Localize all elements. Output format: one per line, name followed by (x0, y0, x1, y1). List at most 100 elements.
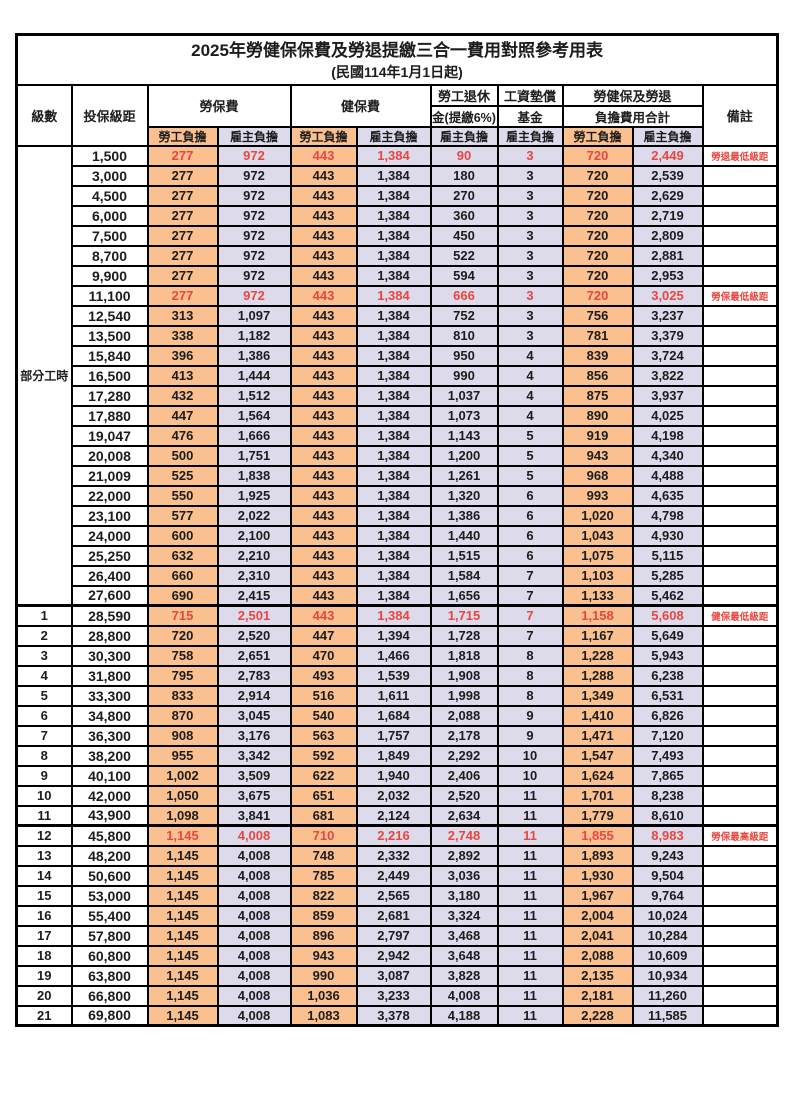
table-row: 27,600 690 2,415 443 1,384 1,656 7 1,133 5,462 (17, 584, 779, 607)
header-wage-fund-line2: 基金 (496, 104, 564, 128)
labor-worker-cell: 277 (146, 164, 219, 187)
fund-employer-cell: 10 (496, 764, 564, 787)
total-worker-cell: 1,020 (561, 504, 634, 527)
pension-employer-cell: 3,324 (429, 904, 499, 927)
remark-cell (701, 324, 779, 347)
table-row: 5 33,300 833 2,914 516 1,611 1,998 8 1,349 6,531 (15, 684, 779, 707)
subheader-fund-employer: 雇主負擔 (496, 125, 564, 147)
fund-employer-cell: 11 (496, 944, 564, 967)
table-row: 17,280 432 1,512 443 1,384 1,037 4 875 3,937 (17, 384, 779, 407)
header-wage-fund-line1: 工資墊償 (496, 83, 564, 107)
bracket-cell: 6,000 (70, 204, 149, 227)
total-worker-cell: 1,893 (561, 844, 634, 867)
health-employer-cell: 1,384 (355, 564, 432, 587)
total-worker-cell: 968 (561, 464, 634, 487)
labor-worker-cell: 908 (146, 724, 219, 747)
table-row: 14 50,600 1,145 4,008 785 2,449 3,036 11 1,930 9,… (15, 864, 779, 887)
table-row: 16 55,400 1,145 4,008 859 2,681 3,324 11 2,004 10… (15, 904, 779, 927)
health-employer-cell: 3,087 (355, 964, 432, 987)
total-worker-cell: 2,135 (561, 964, 634, 987)
bracket-cell: 57,800 (70, 924, 149, 947)
remark-cell (701, 884, 779, 907)
remark-cell (701, 224, 779, 247)
fund-employer-cell: 3 (496, 264, 564, 287)
pension-employer-cell: 666 (429, 284, 499, 307)
health-employer-cell: 1,384 (355, 384, 432, 407)
total-employer-cell: 9,764 (631, 884, 704, 907)
bracket-cell: 48,200 (70, 844, 149, 867)
table-row: 15 53,000 1,145 4,008 822 2,565 3,180 11 1,967 9,… (15, 884, 779, 907)
total-worker-cell: 1,779 (561, 804, 634, 827)
labor-employer-cell: 2,100 (216, 524, 292, 547)
table-row: 26,400 660 2,310 443 1,384 1,584 7 1,103 5,285 (17, 564, 779, 587)
pension-employer-cell: 450 (429, 224, 499, 247)
health-employer-cell: 1,539 (355, 664, 432, 687)
header-bracket: 投保級距 (70, 83, 149, 147)
pension-employer-cell: 2,892 (429, 844, 499, 867)
bracket-cell: 27,600 (70, 584, 149, 607)
health-employer-cell: 1,384 (355, 164, 432, 187)
total-employer-cell: 8,983 (631, 824, 704, 847)
bracket-cell: 7,500 (70, 224, 149, 247)
pension-employer-cell: 1,584 (429, 564, 499, 587)
health-worker-cell: 443 (289, 544, 358, 567)
health-worker-cell: 681 (289, 804, 358, 827)
pension-employer-cell: 3,468 (429, 924, 499, 947)
total-employer-cell: 5,608 (631, 604, 704, 627)
total-worker-cell: 1,228 (561, 644, 634, 667)
total-employer-cell: 3,379 (631, 324, 704, 347)
labor-worker-cell: 277 (146, 184, 219, 207)
health-employer-cell: 1,611 (355, 684, 432, 707)
bracket-cell: 33,300 (70, 684, 149, 707)
level-cell: 9 (15, 764, 73, 787)
pension-employer-cell: 522 (429, 244, 499, 267)
table-row: 8 38,200 955 3,342 592 1,849 2,292 10 1,547 7,493 (15, 744, 779, 767)
total-worker-cell: 1,624 (561, 764, 634, 787)
level-cell: 11 (15, 804, 73, 827)
pension-employer-cell: 4,188 (429, 1004, 499, 1027)
pension-employer-cell: 594 (429, 264, 499, 287)
labor-worker-cell: 600 (146, 524, 219, 547)
labor-worker-cell: 500 (146, 444, 219, 467)
pension-employer-cell: 1,386 (429, 504, 499, 527)
remark-cell: 勞保最低級距 (701, 284, 779, 307)
pension-employer-cell: 1,261 (429, 464, 499, 487)
table-row: 8,700 277 972 443 1,384 522 3 720 2,881 (17, 244, 779, 267)
labor-worker-cell: 277 (146, 204, 219, 227)
fund-employer-cell: 11 (496, 844, 564, 867)
fund-employer-cell: 11 (496, 864, 564, 887)
fund-employer-cell: 8 (496, 644, 564, 667)
fund-employer-cell: 4 (496, 364, 564, 387)
remark-cell (701, 684, 779, 707)
remark-cell: 健保最低級距 (701, 604, 779, 627)
total-employer-cell: 9,504 (631, 864, 704, 887)
health-worker-cell: 822 (289, 884, 358, 907)
remark-cell (701, 424, 779, 447)
total-worker-cell: 1,855 (561, 824, 634, 847)
bracket-cell: 66,800 (70, 984, 149, 1007)
pension-employer-cell: 3,648 (429, 944, 499, 967)
remark-cell (701, 304, 779, 327)
total-worker-cell: 856 (561, 364, 634, 387)
fund-employer-cell: 8 (496, 684, 564, 707)
labor-employer-cell: 4,008 (216, 964, 292, 987)
health-employer-cell: 1,384 (355, 464, 432, 487)
fund-employer-cell: 5 (496, 424, 564, 447)
total-employer-cell: 2,539 (631, 164, 704, 187)
health-employer-cell: 1,384 (355, 484, 432, 507)
health-worker-cell: 943 (289, 944, 358, 967)
total-employer-cell: 3,237 (631, 304, 704, 327)
bracket-cell: 31,800 (70, 664, 149, 687)
table-row: 18 60,800 1,145 4,008 943 2,942 3,648 11 2,088 10… (15, 944, 779, 967)
pension-employer-cell: 270 (429, 184, 499, 207)
pension-employer-cell: 2,634 (429, 804, 499, 827)
health-worker-cell: 443 (289, 564, 358, 587)
header-total-line1: 勞健保及勞退 (561, 83, 704, 107)
labor-employer-cell: 4,008 (216, 884, 292, 907)
total-worker-cell: 1,043 (561, 524, 634, 547)
total-worker-cell: 756 (561, 304, 634, 327)
health-employer-cell: 1,384 (355, 404, 432, 427)
health-employer-cell: 1,384 (355, 544, 432, 567)
total-worker-cell: 1,471 (561, 724, 634, 747)
bracket-cell: 63,800 (70, 964, 149, 987)
